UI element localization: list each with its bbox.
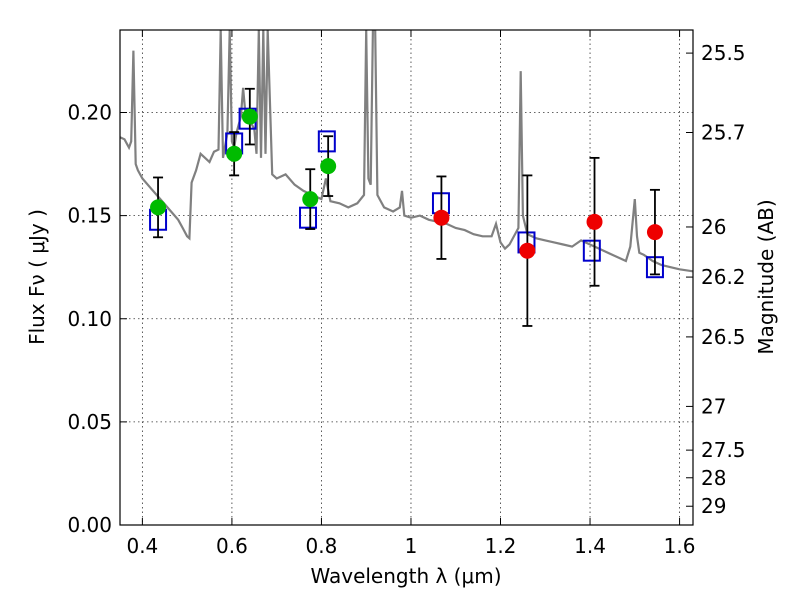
- optical-point: [320, 158, 337, 175]
- x-tick-label: 1: [405, 534, 418, 558]
- y-tick-label: 0.10: [67, 307, 112, 331]
- nir-point: [586, 213, 603, 230]
- optical-point: [150, 199, 167, 216]
- model-square: [299, 206, 318, 229]
- x-tick-label: 0.4: [126, 534, 158, 558]
- right-tick-label: 25.5: [701, 41, 746, 65]
- x-axis-label: Wavelength λ (μm): [310, 564, 501, 588]
- y-axis-label-left: Flux Fν ( μJy ): [25, 209, 49, 345]
- right-tick-label: 26.5: [701, 325, 746, 349]
- y-tick-label: 0.00: [67, 513, 112, 537]
- right-tick-label: 26: [701, 215, 726, 239]
- x-tick-label: 0.8: [306, 534, 338, 558]
- right-tick-label: 27.5: [701, 438, 746, 462]
- ticks: [120, 30, 693, 526]
- plot-background: [120, 30, 693, 525]
- right-tick-label: 26.2: [701, 265, 746, 289]
- nir-point: [519, 242, 536, 259]
- optical-point: [302, 191, 319, 208]
- marker-layer: [149, 87, 664, 327]
- model-square: [582, 239, 601, 262]
- right-tick-label: 29: [701, 494, 726, 518]
- model-square: [317, 130, 336, 153]
- x-tick-label: 1.6: [664, 534, 696, 558]
- x-tick-label: 1.4: [574, 534, 606, 558]
- nir-point: [646, 224, 663, 241]
- y-tick-label: 0.15: [67, 204, 112, 228]
- spectrum-layer: [120, 30, 693, 273]
- x-tick-label: 0.6: [216, 534, 248, 558]
- right-tick-label: 27: [701, 394, 726, 418]
- right-tick-label: 25.7: [701, 121, 746, 145]
- optical-point: [241, 108, 258, 125]
- spectrum-line: [120, 30, 693, 273]
- x-tick-label: 1.2: [485, 534, 517, 558]
- optical-point: [226, 145, 243, 162]
- tick-labels: 0.4 0.6 0.8 1 1.2 1.4 1.6 0.00 0.05 0.10 0.15 0.20 2…: [67, 41, 745, 558]
- nir-point: [433, 209, 450, 226]
- y-tick-label: 0.20: [67, 101, 112, 125]
- right-tick-label: 28: [701, 466, 726, 490]
- y-tick-label: 0.05: [67, 410, 112, 434]
- y-axis-label-right: Magnitude (AB): [754, 199, 778, 354]
